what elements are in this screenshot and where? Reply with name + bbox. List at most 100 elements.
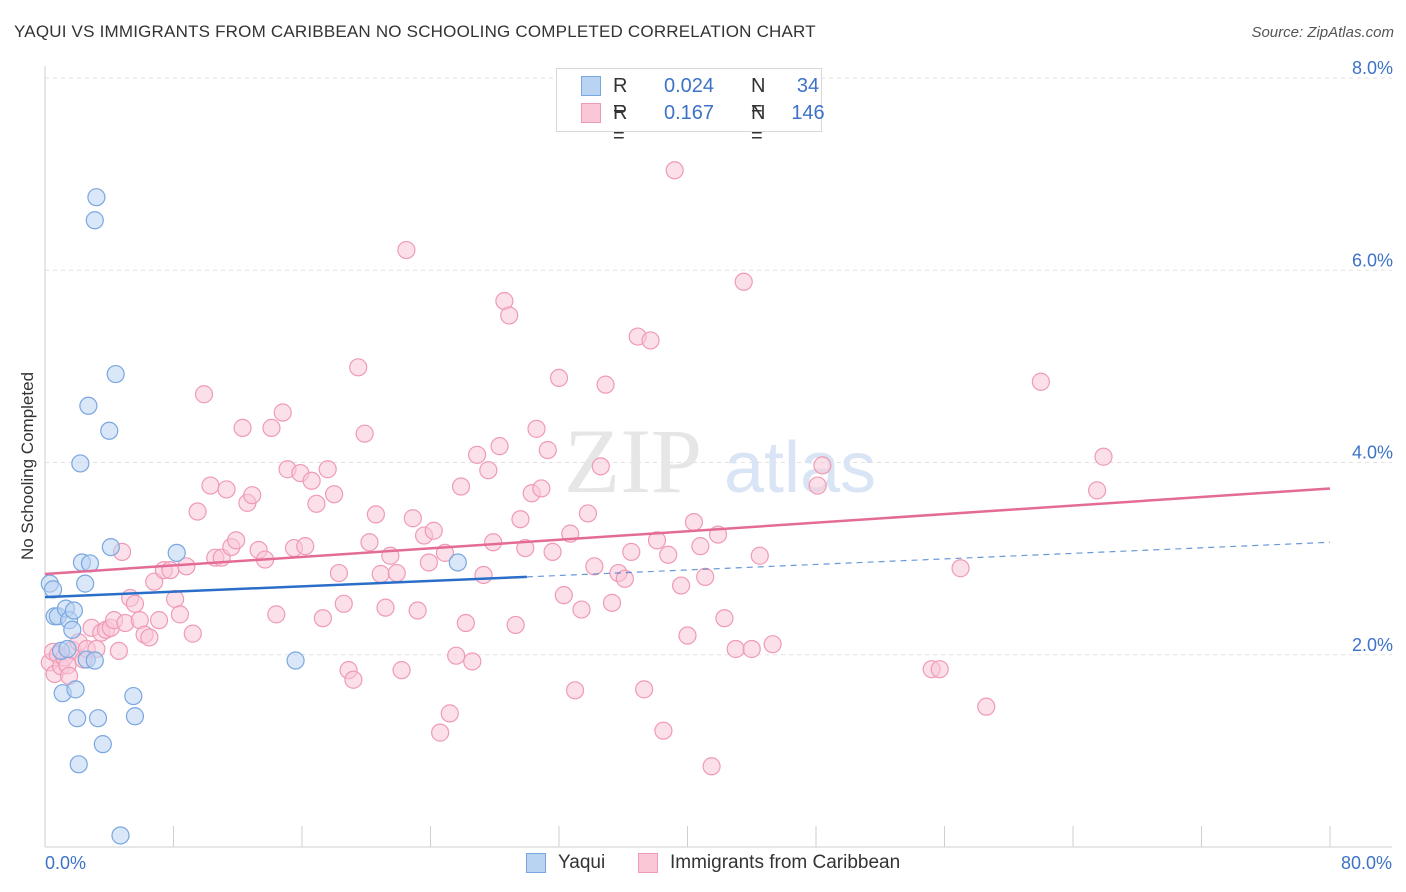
caribbean-point (479, 461, 498, 480)
caribbean-point (602, 593, 622, 612)
caribbean-point (1031, 372, 1050, 391)
caribbean-point (654, 721, 673, 740)
axes (44, 66, 1392, 848)
caribbean-point (397, 240, 416, 260)
caribbean-point (355, 424, 374, 443)
caribbean-point (403, 509, 422, 528)
caribbean-point (734, 272, 753, 291)
legend-label: Yaqui (558, 852, 606, 873)
caribbean-point (1094, 447, 1113, 466)
caribbean-point (671, 576, 691, 595)
r-value: 0.167 (663, 102, 715, 124)
caribbean-point (977, 697, 996, 716)
caribbean-point (125, 594, 145, 613)
yaqui-point (448, 553, 467, 572)
r-label: R = (613, 75, 628, 120)
caribbean-swatch (638, 853, 658, 873)
caribbean-point (360, 533, 379, 552)
caribbean-point (684, 512, 704, 532)
caribbean-point (951, 559, 970, 578)
caribbean-point (474, 565, 493, 585)
caribbean-point (808, 476, 827, 495)
r-label: R = (613, 102, 628, 147)
yaqui-point (66, 680, 85, 699)
caribbean-point (538, 440, 557, 460)
watermark-zip: ZIP (564, 410, 702, 512)
yaqui-point (106, 364, 125, 384)
caribbean-point (585, 557, 604, 576)
yaqui-point (124, 686, 143, 706)
caribbean-point (467, 445, 487, 464)
caribbean-point (296, 537, 315, 556)
caribbean-point (188, 502, 207, 521)
caribbean-point (149, 611, 169, 630)
tick-labels: 2.0% 4.0% 6.0% 8.0% 0.0% 80.0% (45, 58, 1393, 873)
yaqui-point (58, 639, 77, 659)
caribbean-point (267, 605, 286, 624)
caribbean-point (516, 538, 535, 558)
yaqui-point (68, 709, 87, 728)
caribbean-point (930, 660, 949, 679)
caribbean-point (318, 460, 337, 479)
caribbean-point (329, 563, 349, 583)
caribbean-point (371, 564, 390, 584)
caribbean-point (334, 594, 353, 613)
yaqui-point (76, 574, 95, 593)
caribbean-point (578, 504, 598, 523)
caribbean-point (715, 609, 734, 628)
caribbean-point (1087, 481, 1107, 500)
caribbean-point (506, 615, 525, 635)
caribbean-point (490, 437, 509, 456)
yaqui-point (100, 421, 119, 440)
y-axis-label-wrap: No Schooling Completed (18, 372, 38, 560)
stats-legend: R = 0.024 N = 34 R = 0.167 N = 146 (556, 68, 825, 147)
caribbean-point (659, 545, 678, 564)
caribbean-point (170, 605, 190, 624)
caribbean-point (217, 480, 236, 499)
yaqui-point (286, 651, 305, 670)
caribbean-point (376, 598, 395, 617)
caribbean-point (109, 641, 128, 661)
caribbean-point (194, 385, 214, 404)
caribbean-point (183, 624, 202, 643)
caribbean-point (325, 485, 344, 504)
caribbean-point (273, 403, 292, 422)
caribbean-point (596, 375, 615, 394)
yaqui-point (71, 454, 90, 473)
yaqui-point (125, 707, 145, 726)
caribbean-point (543, 542, 562, 561)
caribbean-point (615, 569, 634, 588)
caribbean-point (500, 306, 519, 325)
caribbean-point (484, 533, 503, 552)
yaqui-point (87, 188, 106, 207)
n-label: N = (751, 102, 766, 147)
caribbean-point (451, 477, 471, 496)
caribbean-point (691, 537, 710, 556)
yaqui-point (64, 601, 84, 620)
caribbean-point (591, 457, 610, 476)
caribbean-trend-line (44, 487, 1331, 576)
caribbean-point (302, 471, 321, 490)
caribbean-point (572, 600, 591, 619)
caribbean-point (813, 456, 832, 475)
caribbean-point (344, 670, 363, 689)
caribbean-point (366, 505, 385, 524)
yaqui-point (93, 735, 112, 754)
caribbean-point (763, 635, 782, 654)
yaqui-point (88, 709, 108, 728)
caribbean-point (463, 652, 482, 671)
caribbean-point (387, 563, 406, 583)
caribbean-point (549, 368, 569, 388)
yaqui-point (79, 396, 98, 415)
watermark-atlas: atlas (724, 428, 876, 508)
caribbean-point (447, 646, 466, 665)
trend-lines (44, 487, 1331, 599)
caribbean-point (392, 661, 411, 680)
yaqui-point (63, 620, 82, 639)
caribbean-point (702, 757, 721, 776)
caribbean-point (307, 494, 326, 513)
yaqui-swatch (526, 853, 546, 873)
legend-label: Immigrants from Caribbean (670, 852, 901, 873)
caribbean-point (554, 586, 573, 605)
